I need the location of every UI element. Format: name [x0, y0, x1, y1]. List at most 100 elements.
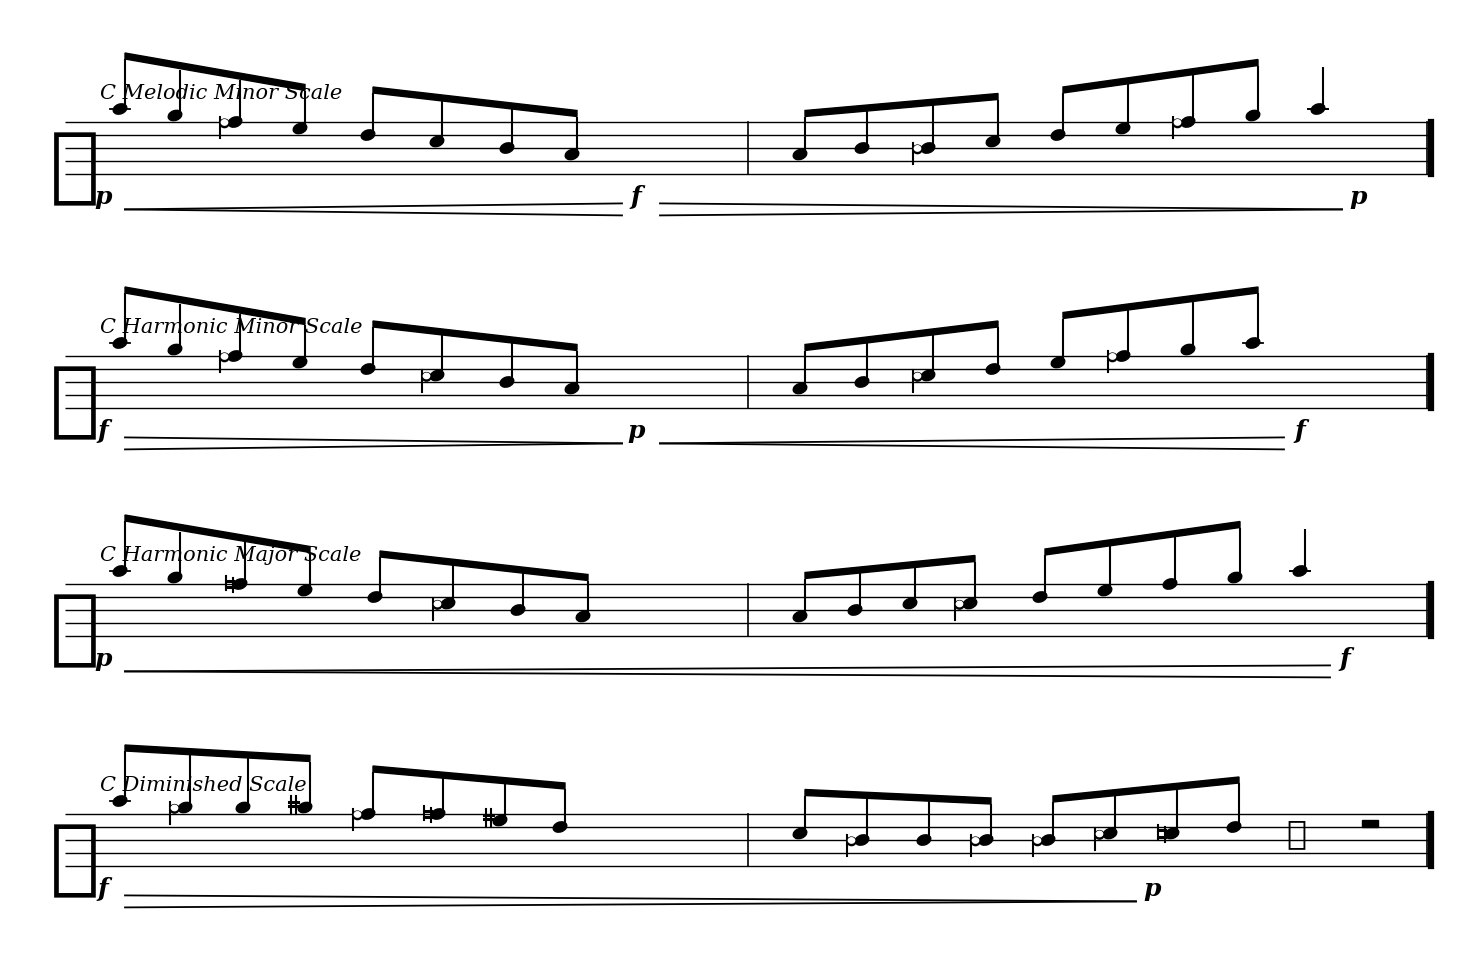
Ellipse shape: [1246, 338, 1261, 348]
Text: f: f: [1294, 419, 1306, 443]
Polygon shape: [373, 766, 565, 789]
Ellipse shape: [921, 370, 935, 381]
Ellipse shape: [221, 354, 227, 359]
Ellipse shape: [293, 123, 307, 134]
Ellipse shape: [577, 611, 590, 622]
Ellipse shape: [1173, 120, 1181, 127]
Ellipse shape: [179, 802, 192, 813]
Ellipse shape: [1110, 354, 1116, 359]
Polygon shape: [805, 321, 998, 351]
Ellipse shape: [430, 136, 444, 147]
Polygon shape: [805, 556, 975, 578]
Ellipse shape: [971, 837, 979, 846]
Ellipse shape: [432, 809, 445, 819]
Text: p: p: [1350, 186, 1367, 209]
Ellipse shape: [1041, 835, 1054, 846]
Ellipse shape: [979, 835, 993, 846]
Ellipse shape: [1165, 828, 1179, 839]
Ellipse shape: [914, 372, 922, 381]
Text: p: p: [627, 419, 644, 443]
Ellipse shape: [1034, 592, 1047, 603]
Ellipse shape: [1228, 573, 1241, 582]
Bar: [1362, 820, 1378, 827]
Ellipse shape: [170, 805, 179, 814]
Ellipse shape: [228, 117, 242, 127]
Ellipse shape: [955, 601, 963, 609]
Ellipse shape: [1108, 353, 1117, 362]
Ellipse shape: [353, 811, 362, 819]
Text: p: p: [94, 647, 111, 672]
Ellipse shape: [914, 145, 922, 154]
Ellipse shape: [220, 353, 228, 362]
Polygon shape: [381, 551, 589, 580]
Ellipse shape: [987, 364, 1000, 374]
Ellipse shape: [1227, 821, 1241, 832]
Ellipse shape: [299, 585, 312, 596]
Ellipse shape: [113, 104, 127, 114]
Ellipse shape: [1098, 585, 1111, 596]
Polygon shape: [1053, 777, 1239, 802]
Ellipse shape: [793, 383, 807, 394]
Text: f: f: [631, 186, 641, 209]
Ellipse shape: [113, 566, 127, 576]
Text: 𝄞: 𝄞: [50, 589, 100, 670]
Ellipse shape: [113, 338, 127, 348]
Ellipse shape: [430, 370, 444, 381]
Ellipse shape: [362, 130, 375, 140]
Ellipse shape: [501, 143, 514, 154]
Polygon shape: [1063, 59, 1258, 93]
Text: C Harmonic Minor Scale: C Harmonic Minor Scale: [100, 318, 363, 336]
Ellipse shape: [221, 120, 227, 125]
Ellipse shape: [236, 802, 250, 813]
Polygon shape: [805, 93, 998, 117]
Polygon shape: [124, 287, 305, 325]
Ellipse shape: [855, 835, 868, 846]
Text: f: f: [98, 878, 108, 901]
Ellipse shape: [1035, 838, 1041, 843]
Ellipse shape: [1174, 120, 1180, 125]
Ellipse shape: [848, 837, 856, 846]
Ellipse shape: [1312, 104, 1325, 114]
Ellipse shape: [915, 146, 921, 152]
Ellipse shape: [1034, 837, 1042, 846]
Ellipse shape: [1293, 566, 1307, 576]
Ellipse shape: [793, 611, 807, 622]
Ellipse shape: [168, 110, 182, 121]
Ellipse shape: [1246, 110, 1261, 121]
Ellipse shape: [433, 601, 442, 609]
Text: 𝄾: 𝄾: [1285, 817, 1306, 850]
Ellipse shape: [168, 344, 182, 355]
Ellipse shape: [362, 364, 375, 374]
Ellipse shape: [848, 605, 862, 615]
Ellipse shape: [369, 592, 382, 603]
Text: 𝄞: 𝄞: [50, 127, 100, 208]
Polygon shape: [805, 789, 991, 804]
Ellipse shape: [1116, 123, 1130, 134]
Ellipse shape: [493, 816, 507, 825]
Text: 𝄞: 𝄞: [50, 361, 100, 442]
Text: f: f: [1340, 647, 1350, 672]
Ellipse shape: [354, 812, 360, 817]
Ellipse shape: [511, 605, 524, 615]
Ellipse shape: [168, 573, 182, 582]
Polygon shape: [124, 53, 305, 90]
Ellipse shape: [855, 143, 868, 154]
Ellipse shape: [441, 599, 455, 608]
Text: C Diminished Scale: C Diminished Scale: [100, 776, 306, 794]
Ellipse shape: [915, 373, 921, 379]
Ellipse shape: [855, 377, 868, 387]
Text: p: p: [1143, 878, 1161, 901]
Ellipse shape: [565, 150, 578, 159]
Ellipse shape: [1116, 351, 1130, 362]
Ellipse shape: [903, 599, 916, 608]
Ellipse shape: [793, 828, 807, 839]
Ellipse shape: [553, 821, 567, 832]
Ellipse shape: [972, 838, 978, 843]
Ellipse shape: [501, 377, 514, 387]
Ellipse shape: [171, 805, 177, 811]
Text: p: p: [94, 186, 111, 209]
Ellipse shape: [1104, 828, 1117, 839]
Polygon shape: [124, 515, 310, 552]
Ellipse shape: [228, 351, 242, 362]
Ellipse shape: [1097, 831, 1102, 837]
